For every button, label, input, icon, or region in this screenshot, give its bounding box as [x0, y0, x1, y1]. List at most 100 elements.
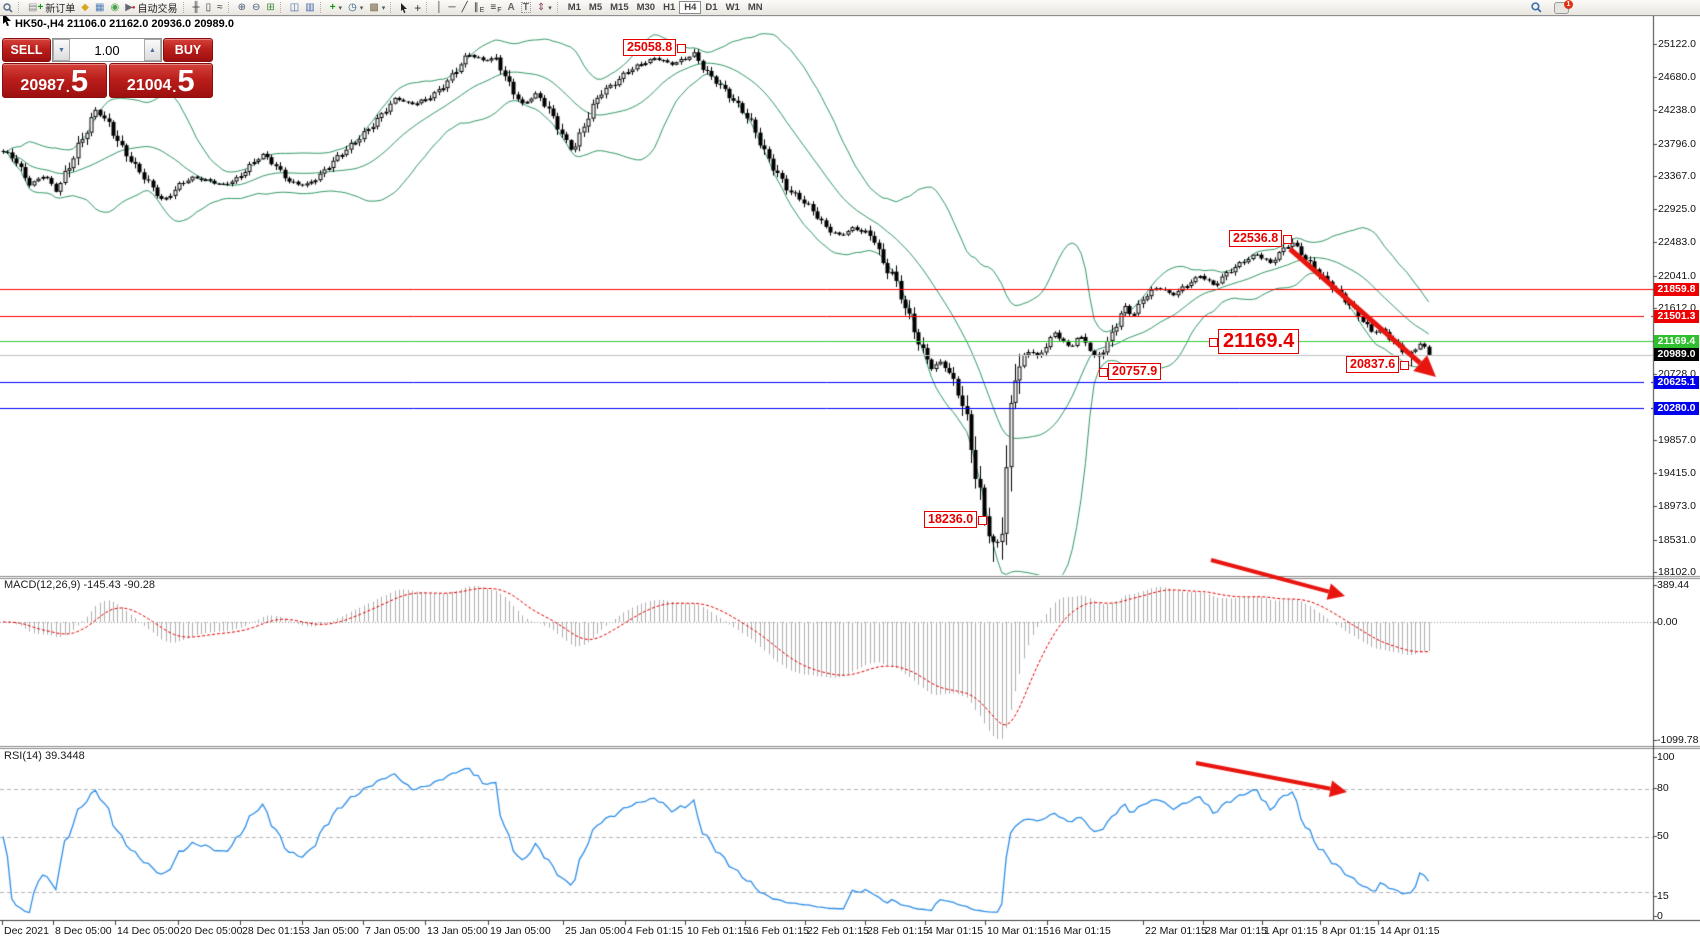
signals-button[interactable]: ◉: [107, 1, 122, 14]
search-left-button[interactable]: [0, 1, 16, 14]
annotation-anchor-marker[interactable]: [1099, 367, 1108, 377]
timeframe-m5[interactable]: M5: [588, 2, 603, 13]
indicator-tick: 15: [1657, 890, 1669, 902]
channel-button[interactable]: ∥ E: [471, 1, 488, 15]
timeframe-d1[interactable]: D1: [705, 2, 718, 13]
indicator-tick: 80: [1657, 782, 1669, 794]
vline-button[interactable]: │: [433, 1, 445, 14]
text-tool-button[interactable]: A: [504, 1, 517, 14]
annotation-anchor-marker[interactable]: [1400, 360, 1409, 370]
bar-chart-button[interactable]: ╫: [190, 1, 203, 14]
fibonacci-button[interactable]: ≡ F: [487, 1, 504, 15]
line-chart-button[interactable]: ≈: [214, 1, 226, 14]
price-tick: 18973.0: [1658, 500, 1696, 513]
time-tick-label: 4 Mar 01:15: [927, 925, 984, 937]
fibonacci-icon: ≡: [490, 1, 497, 13]
candlestick-button[interactable]: ▯: [203, 1, 215, 14]
cursor-button[interactable]: [397, 1, 411, 14]
price-level-box[interactable]: 21859.8: [1654, 282, 1699, 296]
label-tool-button[interactable]: T: [518, 1, 534, 14]
sell-button[interactable]: SELL: [2, 38, 51, 62]
ohlc-bars-icon: ╫: [192, 1, 200, 13]
time-tick-label: 16 Feb 01:15: [747, 925, 809, 937]
price-level-box[interactable]: 21501.3: [1654, 309, 1699, 323]
plus-icon: +: [37, 1, 44, 13]
price-level-box[interactable]: 20280.0: [1654, 401, 1699, 415]
price-tick: 24680.0: [1658, 71, 1696, 84]
hline-button[interactable]: ─: [446, 1, 459, 14]
time-tick-label: 7 Jan 05:00: [365, 925, 420, 937]
tile-windows-icon: ⊞: [266, 1, 275, 13]
toolbar-separator: [182, 2, 188, 13]
history-center-button[interactable]: ◆: [78, 1, 92, 14]
price-annotation[interactable]: 22536.8: [1229, 230, 1283, 247]
time-tick-label: 14 Dec 05:00: [117, 925, 180, 937]
indicators-button[interactable]: + ▾: [327, 1, 345, 14]
price-annotation[interactable]: 20757.9: [1108, 363, 1162, 380]
indicator-tick: -1099.78: [1657, 734, 1699, 746]
volume-up-button[interactable]: ▲: [144, 39, 161, 61]
price-annotation[interactable]: 20837.6: [1346, 356, 1400, 373]
price-annotation[interactable]: 25058.8: [623, 39, 677, 56]
timeframe-m1[interactable]: M1: [567, 2, 581, 13]
sell-price-point: .: [65, 79, 70, 95]
buy-price-main: 21004: [126, 77, 172, 94]
new-chart-button[interactable]: ▦: [92, 1, 107, 14]
annotation-anchor-marker[interactable]: [978, 515, 987, 525]
price-level-box[interactable]: 21169.4: [1654, 334, 1699, 348]
time-tick-label: 16 Mar 01:15: [1049, 925, 1111, 937]
timeframe-m30[interactable]: M30: [636, 2, 656, 13]
new-order-button[interactable]: ▤ + 新订单: [25, 1, 78, 16]
price-level-box[interactable]: 20625.1: [1654, 375, 1699, 389]
crosshair-icon: +: [414, 0, 422, 15]
timeframe-m15[interactable]: M15: [610, 2, 629, 13]
price-annotation[interactable]: 18236.0: [924, 511, 978, 528]
price-tick: 23796.0: [1658, 137, 1696, 150]
timeframe-h4[interactable]: H4: [679, 1, 702, 14]
price-annotation[interactable]: 21169.4: [1218, 329, 1300, 354]
autotrade-label: 自动交易: [137, 4, 178, 15]
chevron-down-icon: ▾: [548, 4, 552, 12]
notifications-button[interactable]: 1: [1551, 0, 1573, 14]
volume-down-button[interactable]: ▼: [53, 39, 70, 61]
annotation-anchor-marker[interactable]: [1209, 337, 1218, 347]
buy-button[interactable]: BUY: [163, 38, 213, 62]
timeframe-w1[interactable]: W1: [725, 2, 740, 13]
timeframe-group: M1 M5 M15 M30 H1 H4 D1 W1 MN: [564, 1, 767, 14]
time-tick-label: 4 Feb 01:15: [627, 925, 684, 937]
level-drag-handle[interactable]: [1644, 378, 1651, 386]
toolbar-separator: [18, 2, 23, 13]
crosshair-button[interactable]: +: [411, 1, 424, 14]
sell-price[interactable]: 20987. 5: [2, 63, 107, 98]
level-drag-handle[interactable]: [1644, 312, 1651, 320]
zoom-in-icon: ⊕: [237, 1, 247, 13]
price-level-box[interactable]: 20989.0: [1654, 348, 1699, 362]
annotation-anchor-marker[interactable]: [677, 43, 686, 53]
indicator-tick: 389.44: [1657, 579, 1690, 591]
buy-price-big: 5: [177, 63, 195, 98]
templates-button[interactable]: ▩ ▾: [366, 1, 388, 14]
arrow-objects-button[interactable]: ⇕ ▾: [534, 1, 555, 14]
rsi-name: RSI(14): [4, 750, 42, 762]
annotation-anchor-marker[interactable]: [1283, 234, 1292, 244]
search-button[interactable]: [1528, 1, 1545, 14]
tile-windows-button[interactable]: ⊞: [263, 1, 277, 14]
autotrade-button[interactable]: ▶ ● 自动交易: [122, 1, 180, 16]
timeframe-h1[interactable]: H1: [663, 2, 676, 13]
buy-price[interactable]: 21004. 5: [108, 63, 213, 98]
time-tick-label: 28 Dec 01:15: [242, 925, 305, 937]
shift-icon: ▥: [305, 1, 315, 13]
timeframe-mn[interactable]: MN: [747, 2, 763, 13]
periods-button[interactable]: ◷ ▾: [345, 1, 366, 14]
zoom-in-button[interactable]: ⊕: [235, 1, 249, 14]
auto-arrange-button[interactable]: ◫: [287, 1, 302, 14]
volume-value[interactable]: 1.00: [94, 42, 120, 58]
chart-shift-button[interactable]: ▥: [302, 1, 317, 14]
level-drag-handle[interactable]: [1644, 404, 1651, 412]
zoom-out-button[interactable]: ⊖: [249, 1, 263, 14]
trendline-button[interactable]: ╱: [459, 1, 471, 14]
magnifier-icon: [3, 2, 13, 13]
rsi-value: 39.3448: [44, 750, 85, 762]
